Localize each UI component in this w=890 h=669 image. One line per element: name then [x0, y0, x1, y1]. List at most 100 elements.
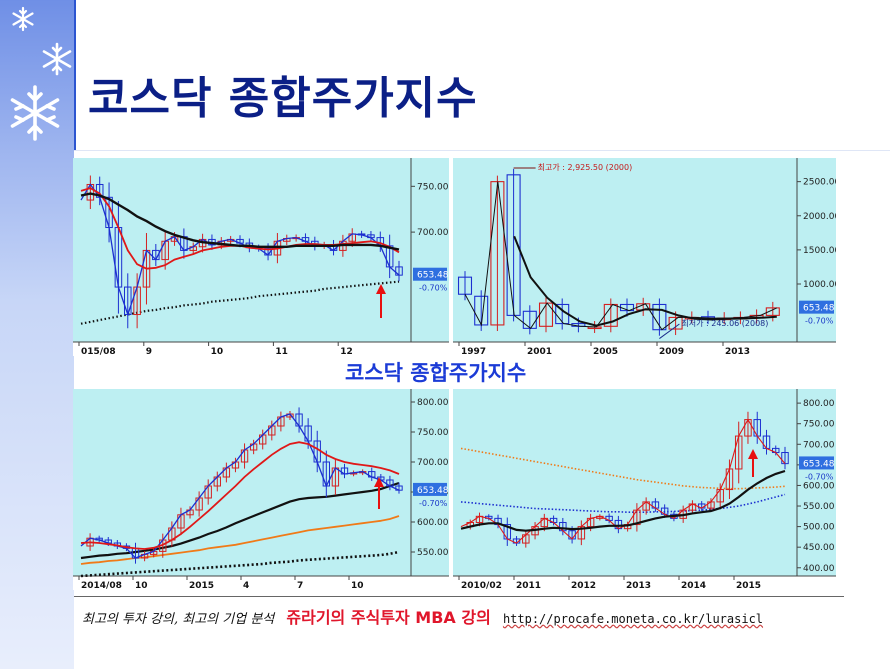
change-label: -0.70%	[805, 472, 834, 481]
x-tick-label: 2015	[736, 581, 761, 590]
snowflake-icon	[42, 42, 72, 76]
y-tick-label: 750.00	[803, 420, 835, 430]
y-tick-label: 400.00	[803, 564, 835, 574]
x-tick-label: 4	[243, 581, 249, 590]
x-tick-label: 1997	[461, 347, 486, 356]
change-label: -0.70%	[419, 284, 448, 293]
x-tick-label: 7	[297, 581, 303, 590]
x-tick-label: 10	[211, 347, 224, 356]
ma-line-black	[513, 235, 777, 327]
x-tick-label: 2014/08	[81, 581, 122, 590]
x-axis-band	[453, 576, 836, 590]
annotation-leader	[659, 323, 680, 339]
candle-body	[765, 307, 780, 316]
sidebar-accent-line	[74, 0, 76, 150]
chart-svg: 550.00600.00650.00700.00750.00800.002014…	[73, 389, 449, 590]
candle-body	[652, 303, 667, 331]
title-divider	[74, 150, 890, 151]
y-tick-label: 450.00	[803, 543, 835, 553]
y-tick-label: 600.00	[417, 518, 449, 528]
sidebar-decoration	[0, 0, 74, 669]
last-value-label: 653.48	[803, 459, 835, 469]
chart-svg: 700.00 750.00 015/08 9 10 11 12 653.48 -0.70%	[73, 158, 449, 356]
y-tick-label: 1000.00	[803, 280, 836, 290]
footer-lecture-title: 쥬라기의 주식투자 MBA 강의	[286, 608, 491, 627]
last-value-label: 653.48	[417, 271, 449, 281]
arrow-head	[748, 449, 758, 459]
price-line	[80, 413, 400, 559]
change-label: -0.70%	[419, 499, 448, 508]
x-tick-label: 10	[351, 581, 364, 590]
arrow-head	[376, 284, 386, 294]
ma-line-dotted	[80, 550, 400, 578]
y-tick-label: 750.00	[417, 182, 449, 192]
x-tick-label: 2009	[659, 347, 684, 356]
snowflake-icon	[12, 6, 34, 32]
x-tick-label: 2012	[571, 581, 596, 590]
candle-body	[395, 266, 403, 276]
chart-panel-weekly-2010: 400.00450.00500.00550.00600.00650.00700.…	[453, 389, 836, 590]
ma-line-black	[80, 481, 400, 560]
x-tick-label: 2014	[681, 581, 706, 590]
last-value-label: 653.48	[803, 304, 835, 314]
ma-line-blue-dotted	[460, 493, 786, 513]
footer-tagline: 최고의 투자 강의, 최고의 기업 분석	[82, 612, 275, 627]
ma-line-black	[80, 192, 400, 251]
x-tick-label: 9	[146, 347, 152, 356]
y-tick-label: 550.00	[417, 548, 449, 558]
y-tick-label: 1500.00	[803, 246, 836, 256]
x-axis-band	[73, 576, 449, 590]
x-tick-label: 015/08	[81, 347, 116, 356]
x-tick-label: 2011	[516, 581, 541, 590]
x-tick-label: 12	[340, 347, 353, 356]
y-tick-label: 700.00	[417, 458, 449, 468]
y-tick-label: 800.00	[803, 399, 835, 409]
change-label: -0.70%	[805, 317, 834, 326]
chart-svg: 1000.00 1500.00 2000.00 2500.00 1997 2001 2005…	[453, 158, 836, 356]
x-tick-label: 10	[135, 581, 148, 590]
ma-line-black	[460, 469, 786, 532]
x-tick-label: 11	[275, 347, 288, 356]
x-tick-label: 2005	[593, 347, 618, 356]
y-tick-label: 700.00	[417, 228, 449, 238]
y-tick-label: 750.00	[417, 428, 449, 438]
last-value-badge	[799, 300, 834, 314]
candle-body	[781, 452, 789, 465]
candle-body	[506, 174, 521, 316]
annotation-low: 최저가 : 245.06 (2008)	[681, 318, 768, 328]
y-tick-label: 2500.00	[803, 178, 836, 188]
y-tick-label: 550.00	[803, 502, 835, 512]
footer-url-link[interactable]: http://procafe.moneta.co.kr/lurasicl	[502, 612, 764, 626]
y-tick-label: 500.00	[803, 523, 835, 533]
y-tick-label: 600.00	[803, 481, 835, 491]
y-tick-label: 700.00	[803, 440, 835, 450]
x-tick-label: 2013	[725, 347, 750, 356]
chart-svg: 400.00450.00500.00550.00600.00650.00700.…	[453, 389, 836, 590]
annotation-high: 최고가 : 2,925.50 (2000)	[538, 162, 633, 172]
x-axis-band	[453, 342, 836, 356]
candle-body	[668, 316, 683, 330]
chart-panel-daily-2015: 700.00 750.00 015/08 9 10 11 12 653.48 -0.70%	[73, 158, 449, 356]
ma-line-red	[80, 187, 400, 270]
ma-line-red	[80, 441, 400, 550]
last-value-badge	[413, 267, 447, 281]
x-tick-label: 2013	[626, 581, 651, 590]
chart-panel-daily-2014-2015: 550.00600.00650.00700.00750.00800.002014…	[73, 389, 449, 590]
ma-line-orange-dotted	[460, 447, 786, 490]
x-tick-label: 2015	[189, 581, 214, 590]
last-value-label: 653.48	[417, 486, 449, 496]
price-line	[80, 183, 400, 317]
x-tick-label: 2010/02	[461, 581, 502, 590]
last-value-badge	[799, 456, 834, 470]
close-line	[464, 181, 778, 331]
page-title: 코스닥 종합주가지수	[88, 73, 478, 124]
y-tick-label: 800.00	[417, 398, 449, 408]
chart-panel-yearly: 1000.00 1500.00 2000.00 2500.00 1997 2001 2005…	[453, 158, 836, 356]
chart-subtitle: 코스닥 종합주가지수	[345, 361, 527, 385]
x-tick-label: 2001	[527, 347, 552, 356]
ma-line-long-dotted	[80, 280, 400, 325]
footer-divider	[74, 596, 844, 597]
snowflake-icon	[10, 85, 60, 141]
x-axis-band	[73, 342, 449, 356]
